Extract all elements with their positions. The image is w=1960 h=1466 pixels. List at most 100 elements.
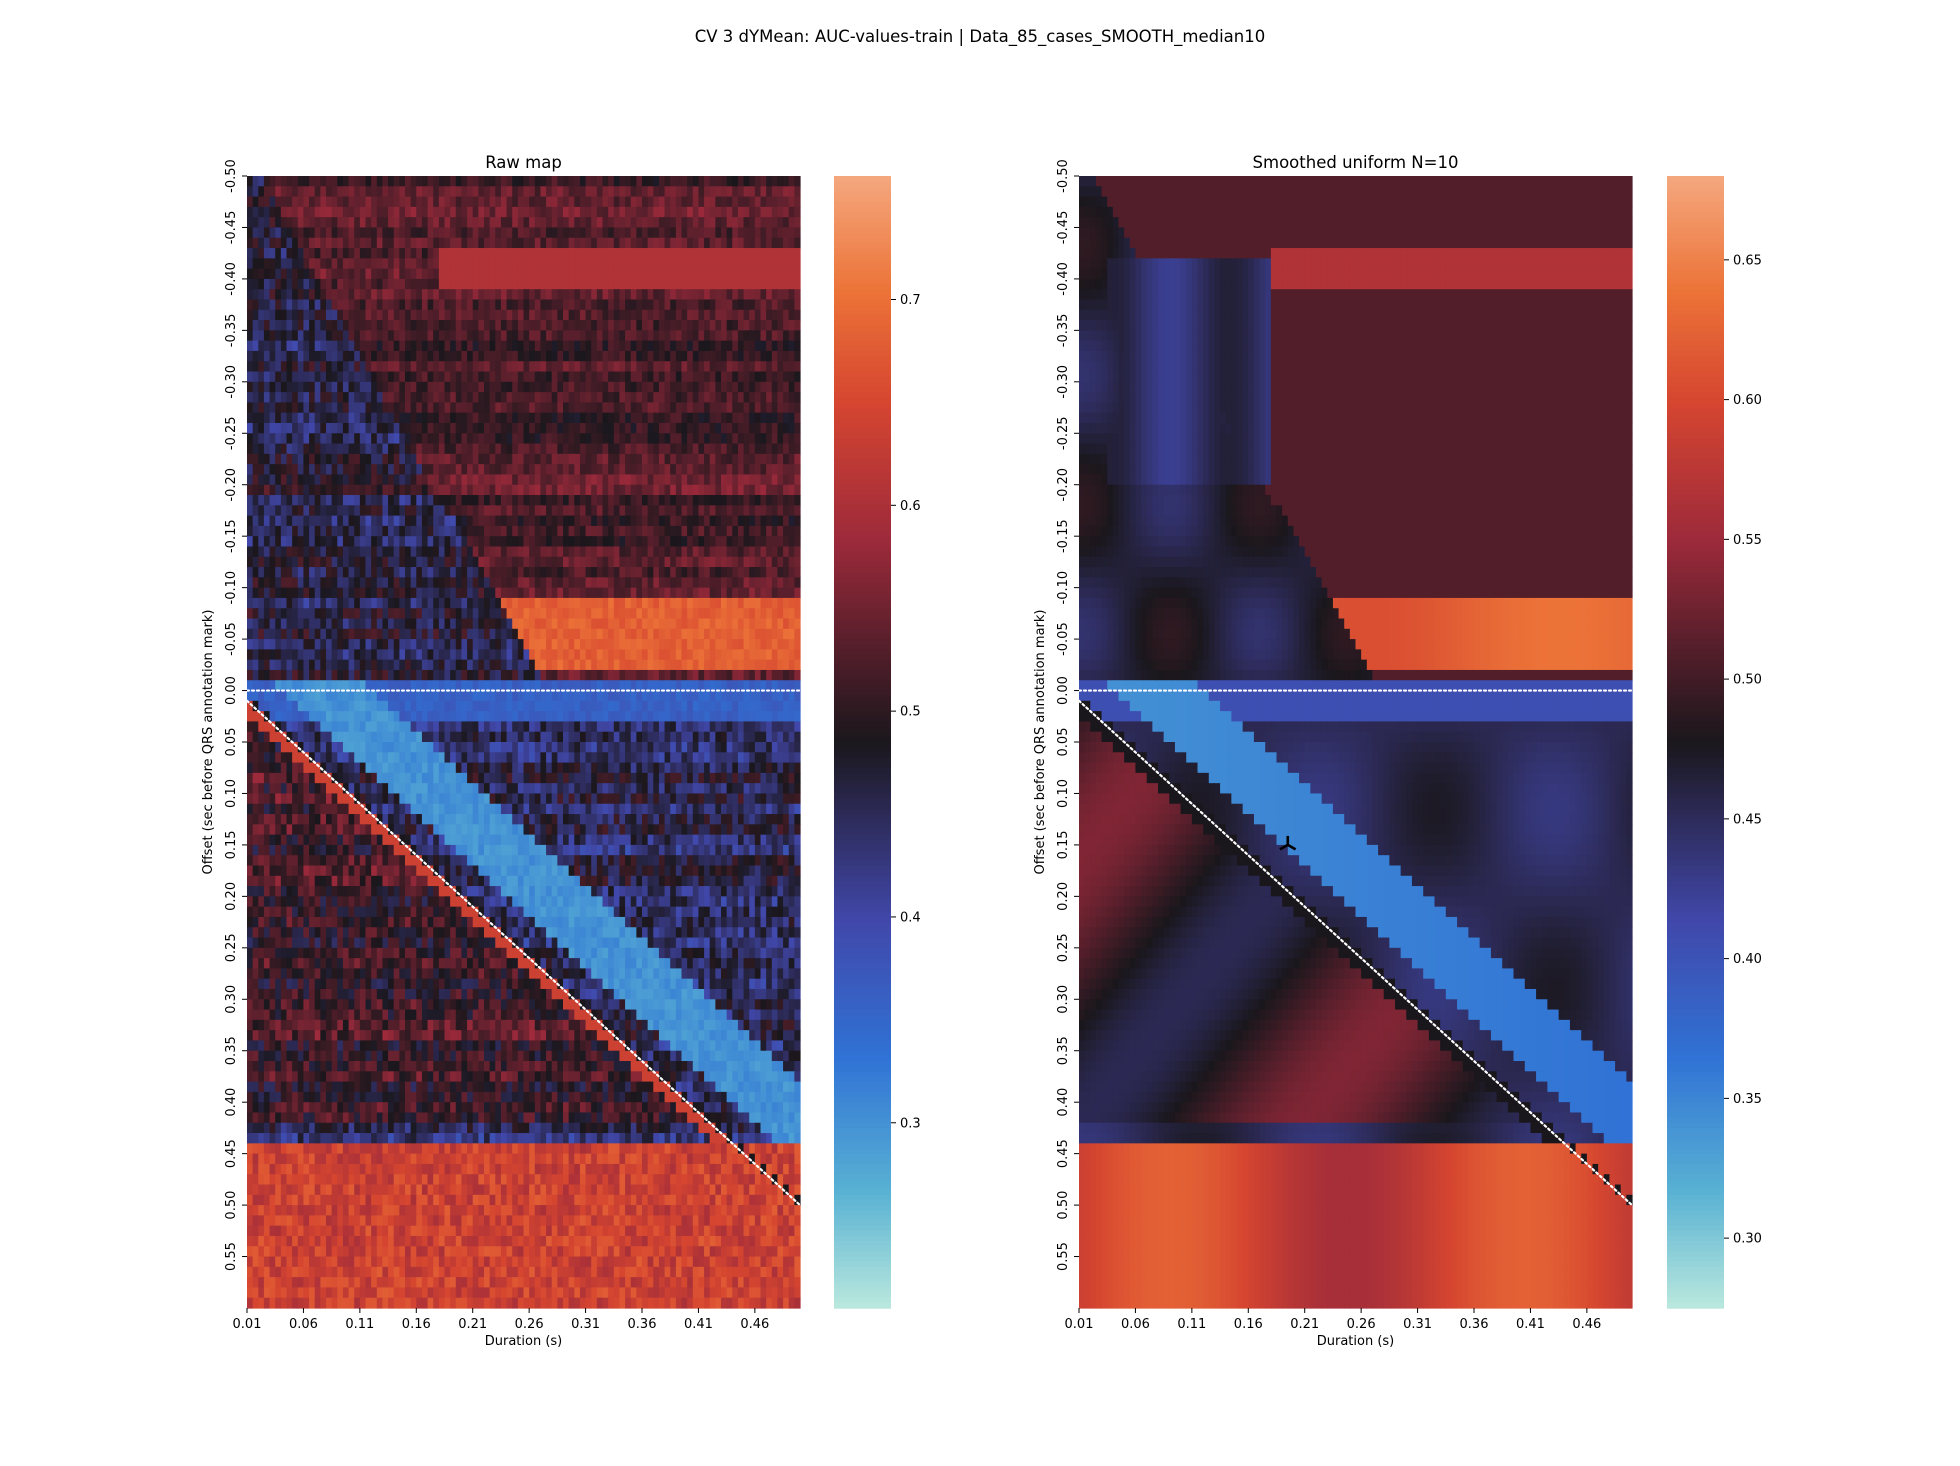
heatmap-cell [264, 279, 270, 290]
heatmap-cell [422, 392, 428, 403]
heatmap-cell [789, 186, 795, 197]
heatmap-cell [783, 341, 789, 352]
heatmap-cell [399, 310, 405, 321]
heatmap-cell [382, 454, 388, 465]
heatmap-cell [749, 464, 755, 475]
heatmap-cell [388, 238, 394, 249]
heatmap-cell [518, 423, 524, 434]
heatmap-cell [580, 372, 586, 383]
heatmap-cell [433, 351, 439, 362]
heatmap-cell [354, 299, 360, 310]
heatmap-cell [416, 176, 422, 187]
heatmap-cell [445, 464, 451, 475]
heatmap-cell [569, 186, 575, 197]
heatmap-cell [777, 258, 783, 269]
heatmap-cell [789, 341, 795, 352]
heatmap-cell [715, 444, 721, 455]
heatmap-cell [546, 248, 552, 259]
heatmap-cell [349, 351, 355, 362]
heatmap-cell [687, 402, 693, 413]
heatmap-cell [382, 310, 388, 321]
heatmap-cell [721, 372, 727, 383]
heatmap-cell [569, 217, 575, 228]
heatmap-cell [292, 402, 298, 413]
heatmap-cell [399, 176, 405, 187]
heatmap-cell [761, 392, 767, 403]
heatmap-cell [394, 310, 400, 321]
heatmap-cell [693, 299, 699, 310]
heatmap-cell [676, 330, 682, 341]
heatmap-cell [303, 454, 309, 465]
heatmap-cell [676, 382, 682, 393]
heatmap-cell [619, 444, 625, 455]
heatmap-cell [478, 299, 484, 310]
heatmap-cell [490, 423, 496, 434]
heatmap-cell [772, 258, 778, 269]
heatmap-cell [473, 402, 479, 413]
heatmap-cell [507, 351, 513, 362]
heatmap-cell [738, 258, 744, 269]
heatmap-cell [670, 454, 676, 465]
heatmap-cell [535, 454, 541, 465]
heatmap-cell [287, 217, 293, 228]
heatmap-cell [744, 227, 750, 238]
heatmap-cell [439, 454, 445, 465]
heatmap-cell [343, 433, 349, 444]
heatmap-cell [704, 392, 710, 403]
heatmap-cell [428, 217, 434, 228]
heatmap-cell [682, 186, 688, 197]
heatmap-cell [450, 310, 456, 321]
heatmap-cell [258, 392, 264, 403]
heatmap-cell [258, 444, 264, 455]
heatmap-cell [411, 176, 417, 187]
heatmap-cell [349, 186, 355, 197]
heatmap-cell [360, 351, 366, 362]
heatmap-cell [653, 372, 659, 383]
heatmap-cell [749, 341, 755, 352]
heatmap-cell [366, 361, 372, 372]
heatmap-cell [682, 258, 688, 269]
heatmap-cell [569, 423, 575, 434]
heatmap-cell [777, 217, 783, 228]
heatmap-cell [377, 330, 383, 341]
heatmap-cell [507, 413, 513, 424]
heatmap-cell [789, 320, 795, 331]
heatmap-cell [258, 413, 264, 424]
heatmap-cell [597, 392, 603, 403]
heatmap-cell [619, 176, 625, 187]
heatmap-cell [642, 217, 648, 228]
heatmap-cell [552, 413, 558, 424]
heatmap-cell [292, 454, 298, 465]
heatmap-cell [772, 341, 778, 352]
heatmap-cell [450, 176, 456, 187]
heatmap-cell [315, 361, 321, 372]
heatmap-cell [732, 341, 738, 352]
heatmap-cell [586, 238, 592, 249]
heatmap-cell [275, 310, 281, 321]
heatmap-cell [727, 444, 733, 455]
heatmap-cell [258, 248, 264, 259]
heatmap-cell [659, 423, 665, 434]
heatmap-cell [332, 433, 338, 444]
heatmap-cell [693, 351, 699, 362]
heatmap-cell [507, 207, 513, 218]
heatmap-cell [603, 341, 609, 352]
heatmap-cell [659, 207, 665, 218]
heatmap-cell [382, 197, 388, 208]
heatmap-cell [659, 330, 665, 341]
heatmap-cell [704, 227, 710, 238]
heatmap-cell [388, 227, 394, 238]
heatmap-cell [473, 227, 479, 238]
heatmap-cell [676, 289, 682, 300]
heatmap-cell [495, 330, 501, 341]
heatmap-cell [761, 402, 767, 413]
heatmap-cell [597, 258, 603, 269]
heatmap-cell [258, 474, 264, 485]
heatmap-cell [552, 269, 558, 280]
heatmap-cell [377, 433, 383, 444]
heatmap-cell [659, 320, 665, 331]
heatmap-cell [253, 402, 259, 413]
heatmap-cell [501, 413, 507, 424]
heatmap-cell [789, 207, 795, 218]
heatmap-cell [597, 310, 603, 321]
